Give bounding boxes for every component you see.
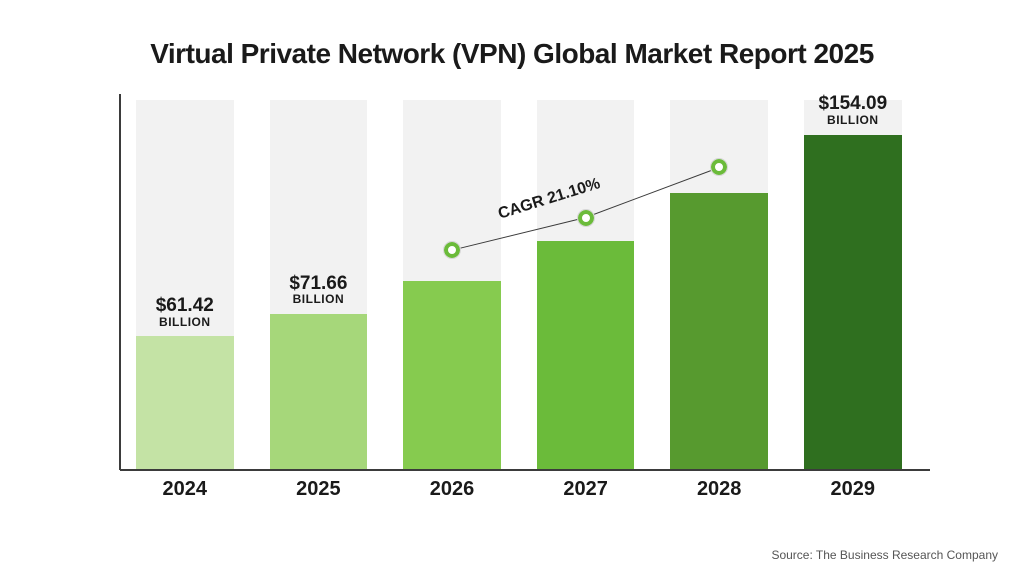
cagr-marker (710, 158, 728, 176)
x-axis-label: 2024 (163, 478, 208, 501)
value-dollar: $61.42 (125, 296, 245, 316)
chart-column: $71.66BILLION (270, 100, 368, 470)
bar (804, 135, 902, 470)
bar (670, 193, 768, 470)
bar (403, 281, 501, 470)
bar-value-label: $71.66BILLION (258, 274, 378, 307)
x-axis-label: 2026 (430, 478, 475, 501)
value-unit: BILLION (258, 293, 378, 306)
bar-value-label: $61.42BILLION (125, 296, 245, 329)
value-unit: BILLION (793, 114, 913, 127)
x-axis-label: 2027 (563, 478, 608, 501)
chart-column (670, 100, 768, 470)
bar (136, 336, 234, 470)
bar (270, 314, 368, 470)
bar-value-label: $154.09BILLION (793, 94, 913, 127)
chart-column (403, 100, 501, 470)
chart-plot-area: $61.42BILLION$71.66BILLION$154.09BILLION… (120, 100, 920, 470)
value-dollar: $154.09 (793, 94, 913, 114)
chart-column: $61.42BILLION (136, 100, 234, 470)
cagr-marker (443, 241, 461, 259)
chart-column: $154.09BILLION (804, 100, 902, 470)
bar (537, 241, 635, 470)
chart-title: Virtual Private Network (VPN) Global Mar… (0, 38, 1024, 70)
source-attribution: Source: The Business Research Company (771, 548, 998, 562)
x-axis-label: 2028 (697, 478, 742, 501)
x-axis-label: 2025 (296, 478, 341, 501)
x-axis (120, 469, 930, 471)
value-dollar: $71.66 (258, 274, 378, 294)
value-unit: BILLION (125, 316, 245, 329)
chart-column (537, 100, 635, 470)
cagr-marker (577, 209, 595, 227)
x-axis-label: 2029 (831, 478, 876, 501)
y-axis (119, 94, 121, 470)
